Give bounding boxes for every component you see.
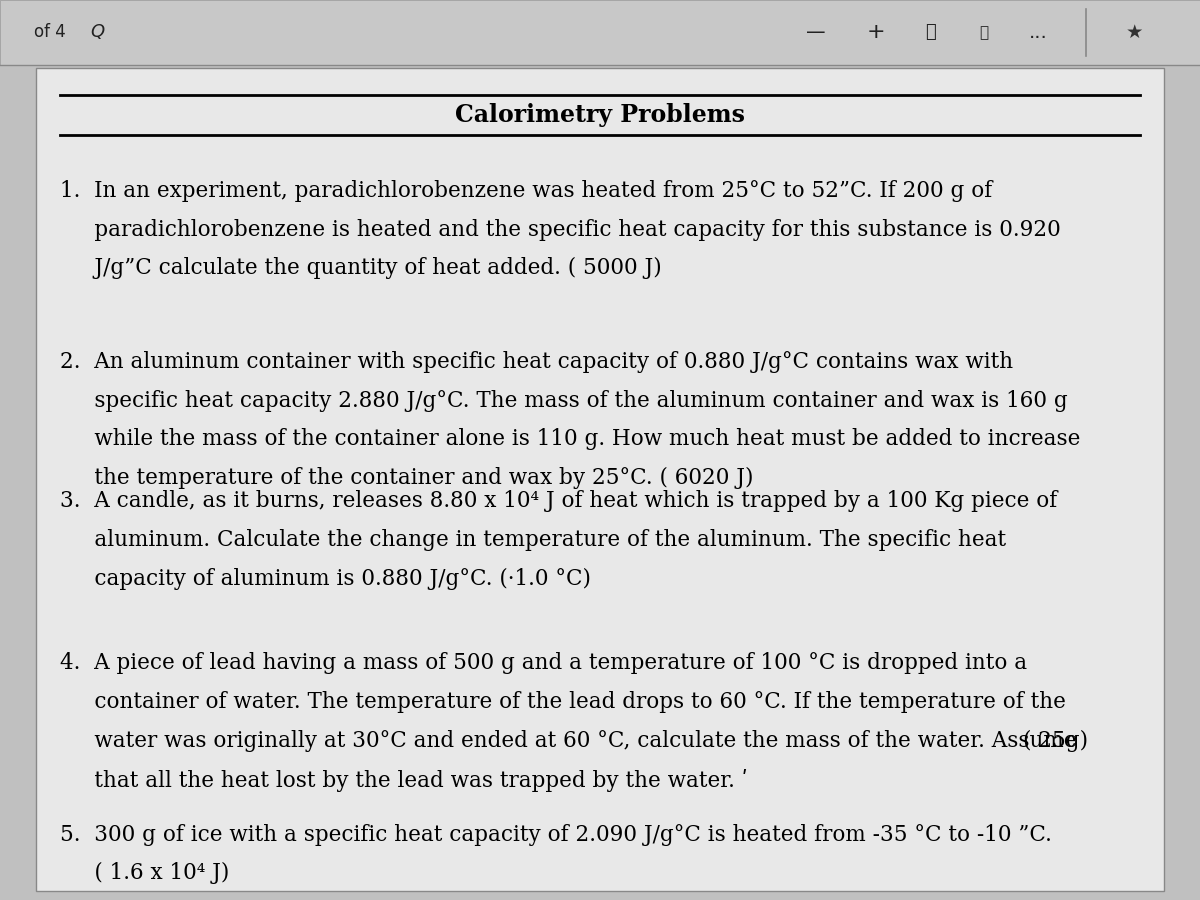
Text: J/g”C calculate the quantity of heat added. ( 5000 J): J/g”C calculate the quantity of heat add… bbox=[60, 257, 661, 280]
Text: 5.  300 g of ice with a specific heat capacity of 2.090 J/g°C is heated from -35: 5. 300 g of ice with a specific heat cap… bbox=[60, 824, 1052, 845]
Text: ( 25g): ( 25g) bbox=[1024, 730, 1088, 752]
Text: +: + bbox=[866, 22, 886, 42]
Text: specific heat capacity 2.880 J/g°C. The mass of the aluminum container and wax i: specific heat capacity 2.880 J/g°C. The … bbox=[60, 390, 1068, 411]
Text: water was originally at 30°C and ended at 60 °C, calculate the mass of the water: water was originally at 30°C and ended a… bbox=[60, 730, 1076, 752]
Text: ⬜: ⬜ bbox=[979, 25, 989, 40]
Text: capacity of aluminum is 0.880 J/g°C. (·1.0 °C): capacity of aluminum is 0.880 J/g°C. (·1… bbox=[60, 568, 592, 590]
Text: 3.  A candle, as it burns, releases 8.80 x 10⁴ J of heat which is trapped by a 1: 3. A candle, as it burns, releases 8.80 … bbox=[60, 491, 1057, 512]
Text: aluminum. Calculate the change in temperature of the aluminum. The specific heat: aluminum. Calculate the change in temper… bbox=[60, 529, 1006, 551]
Text: Q: Q bbox=[90, 23, 104, 41]
Text: ...: ... bbox=[1028, 22, 1048, 42]
Text: paradichlorobenzene is heated and the specific heat capacity for this substance : paradichlorobenzene is heated and the sp… bbox=[60, 219, 1061, 240]
Text: ( 1.6 x 10⁴ J): ( 1.6 x 10⁴ J) bbox=[60, 862, 229, 885]
Text: 2.  An aluminum container with specific heat capacity of 0.880 J/g°C contains wa: 2. An aluminum container with specific h… bbox=[60, 351, 1013, 373]
Text: 1.  In an experiment, paradichlorobenzene was heated from 25°C to 52”C. If 200 g: 1. In an experiment, paradichlorobenzene… bbox=[60, 180, 992, 202]
Text: container of water. The temperature of the lead drops to 60 °C. If the temperatu: container of water. The temperature of t… bbox=[60, 691, 1066, 713]
Text: ★: ★ bbox=[1126, 22, 1142, 42]
Text: while the mass of the container alone is 110 g. How much heat must be added to i: while the mass of the container alone is… bbox=[60, 428, 1080, 450]
Text: 4.  A piece of lead having a mass of 500 g and a temperature of 100 °C is droppe: 4. A piece of lead having a mass of 500 … bbox=[60, 652, 1027, 674]
Text: Calorimetry Problems: Calorimetry Problems bbox=[455, 103, 745, 127]
Text: ⦿: ⦿ bbox=[925, 23, 935, 41]
Text: the temperature of the container and wax by 25°C. ( 6020 J): the temperature of the container and wax… bbox=[60, 467, 754, 490]
Text: —: — bbox=[806, 22, 826, 42]
FancyBboxPatch shape bbox=[0, 0, 1200, 65]
FancyBboxPatch shape bbox=[36, 68, 1164, 891]
Text: of 4: of 4 bbox=[34, 23, 65, 41]
Text: that all the heat lost by the lead was trapped by the water. ʹ: that all the heat lost by the lead was t… bbox=[60, 769, 748, 792]
